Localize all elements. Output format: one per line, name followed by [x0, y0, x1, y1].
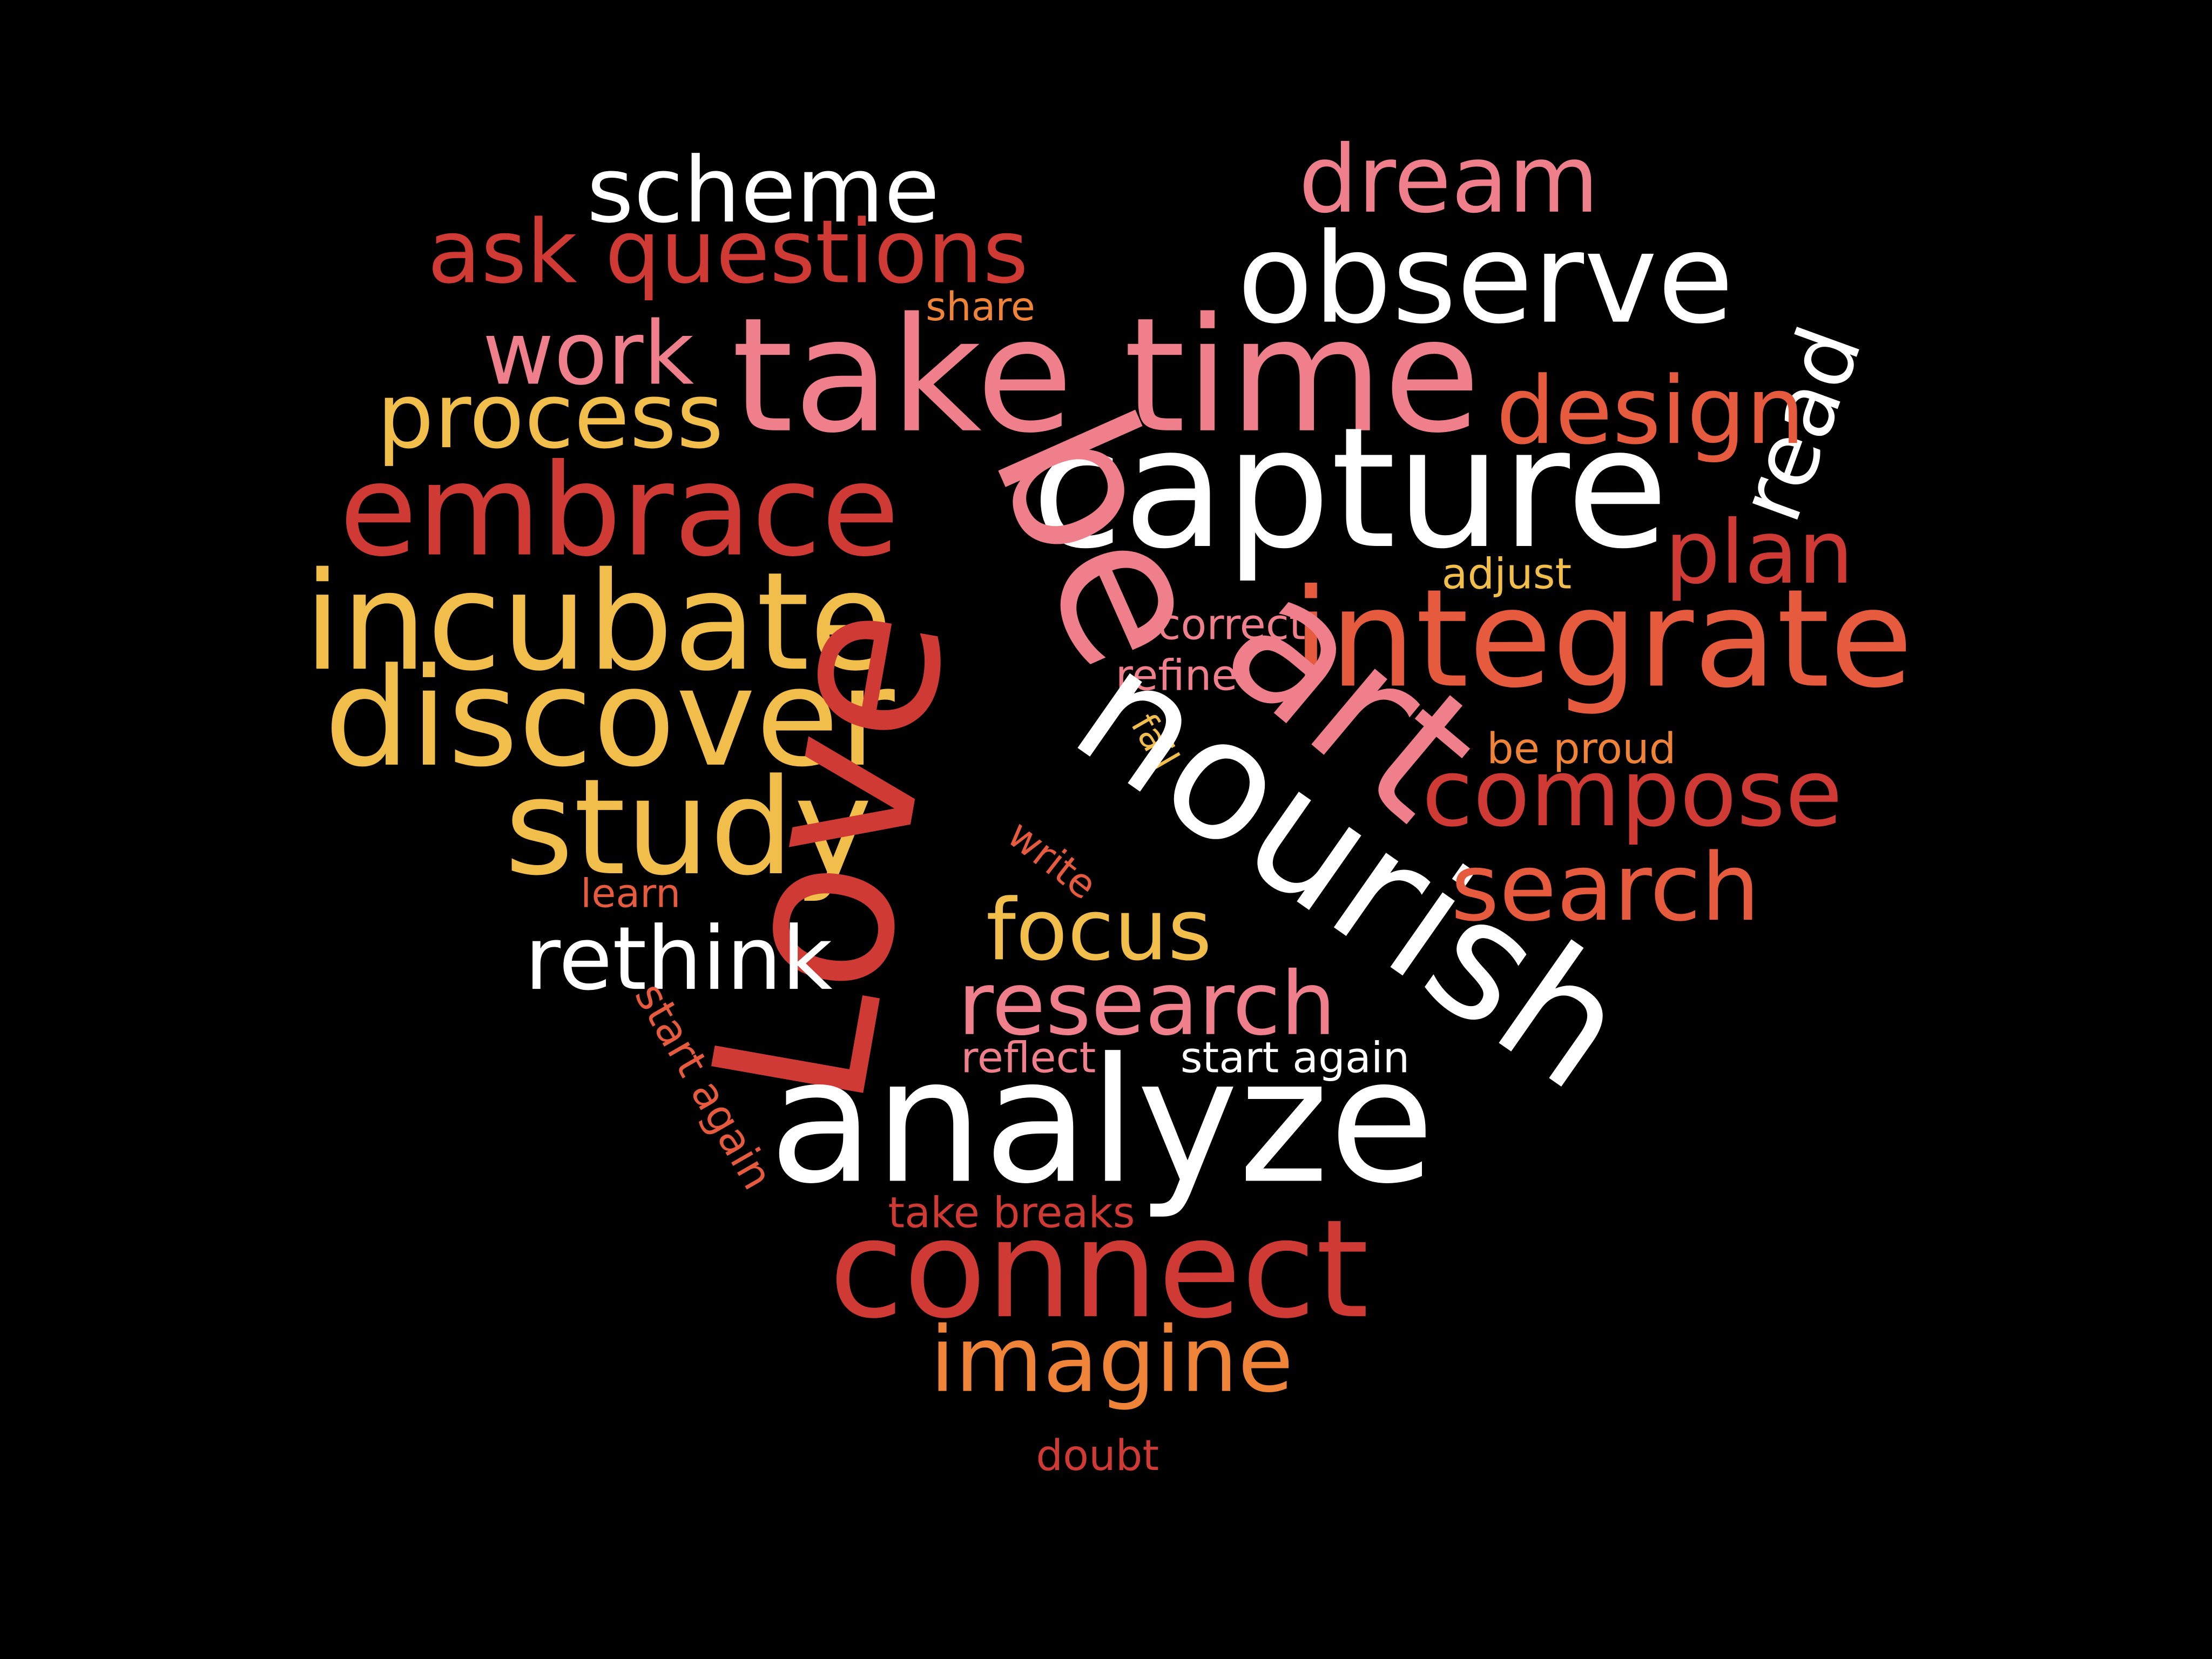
word-be-proud: be proud [1487, 724, 1676, 773]
word-adjust: adjust [1442, 549, 1572, 598]
word-learn: learn [581, 871, 680, 917]
word-study: study [504, 750, 872, 905]
word-observe: observe [1237, 207, 1734, 352]
word-connect: connect [829, 1191, 1369, 1348]
word-discover: discover [324, 639, 895, 797]
word-take-time: take time [732, 284, 1481, 468]
word-research: research [957, 954, 1336, 1055]
word-compose: compose [1422, 739, 1843, 847]
word-dream: dream [1299, 125, 1599, 234]
word-search: search [1451, 833, 1760, 942]
word-integrate: integrate [1292, 561, 1913, 718]
word-refine: refine [1116, 651, 1238, 700]
word-incubate: incubate [304, 543, 893, 701]
word-scheme: scheme [586, 138, 940, 243]
word-imagine: imagine [930, 1308, 1293, 1413]
word-doubt: doubt [1036, 1431, 1159, 1480]
word-analyze: analyze [769, 1021, 1435, 1222]
word-design: design [1496, 356, 1805, 465]
word-correct: correct [1157, 600, 1305, 649]
word-embrace: embrace [339, 437, 900, 585]
word-share: share [926, 284, 1035, 330]
word-process: process [377, 364, 724, 469]
word-take-breaks: take breaks [888, 1189, 1135, 1238]
word-work: work [482, 304, 694, 405]
word-plan: plan [1665, 502, 1854, 604]
word-capture: capture [1031, 392, 1669, 585]
word-reflect: reflect [961, 1033, 1096, 1082]
word-rethink: rethink [524, 908, 832, 1010]
word-start-again: start again [1181, 1033, 1410, 1082]
word-ask-questions: ask questions [427, 201, 1028, 303]
word-focus: focus [986, 881, 1212, 979]
